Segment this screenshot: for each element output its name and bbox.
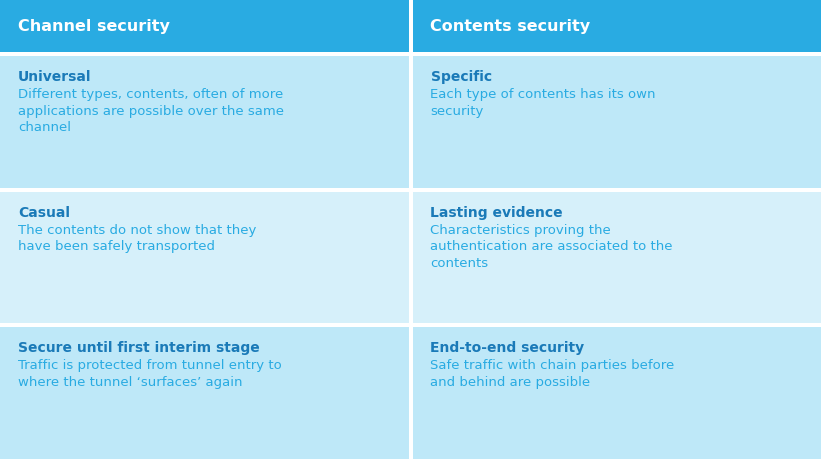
Bar — [409, 56, 412, 188]
Bar — [0, 327, 409, 459]
Bar — [0, 0, 409, 52]
Text: Each type of contents has its own
security: Each type of contents has its own securi… — [430, 88, 656, 118]
Bar — [409, 327, 412, 459]
Text: Characteristics proving the
authentication are associated to the
contents: Characteristics proving the authenticati… — [430, 224, 673, 270]
Text: Secure until first interim stage: Secure until first interim stage — [18, 341, 259, 355]
Text: Channel security: Channel security — [18, 18, 170, 34]
Text: Lasting evidence: Lasting evidence — [430, 206, 563, 220]
Text: Specific: Specific — [430, 70, 492, 84]
Text: End-to-end security: End-to-end security — [430, 341, 585, 355]
Text: Traffic is protected from tunnel entry to
where the tunnel ‘surfaces’ again: Traffic is protected from tunnel entry t… — [18, 359, 282, 389]
Bar — [409, 0, 412, 52]
Bar — [412, 0, 821, 52]
Text: Contents security: Contents security — [430, 18, 590, 34]
Bar — [412, 56, 821, 188]
Text: Casual: Casual — [18, 206, 70, 220]
Text: Different types, contents, often of more
applications are possible over the same: Different types, contents, often of more… — [18, 88, 284, 134]
Bar — [0, 56, 409, 188]
Text: Safe traffic with chain parties before
and behind are possible: Safe traffic with chain parties before a… — [430, 359, 675, 389]
Bar — [0, 192, 409, 323]
Bar — [412, 192, 821, 323]
Text: The contents do not show that they
have been safely transported: The contents do not show that they have … — [18, 224, 256, 253]
Bar — [409, 192, 412, 323]
Bar — [412, 327, 821, 459]
Text: Universal: Universal — [18, 70, 91, 84]
